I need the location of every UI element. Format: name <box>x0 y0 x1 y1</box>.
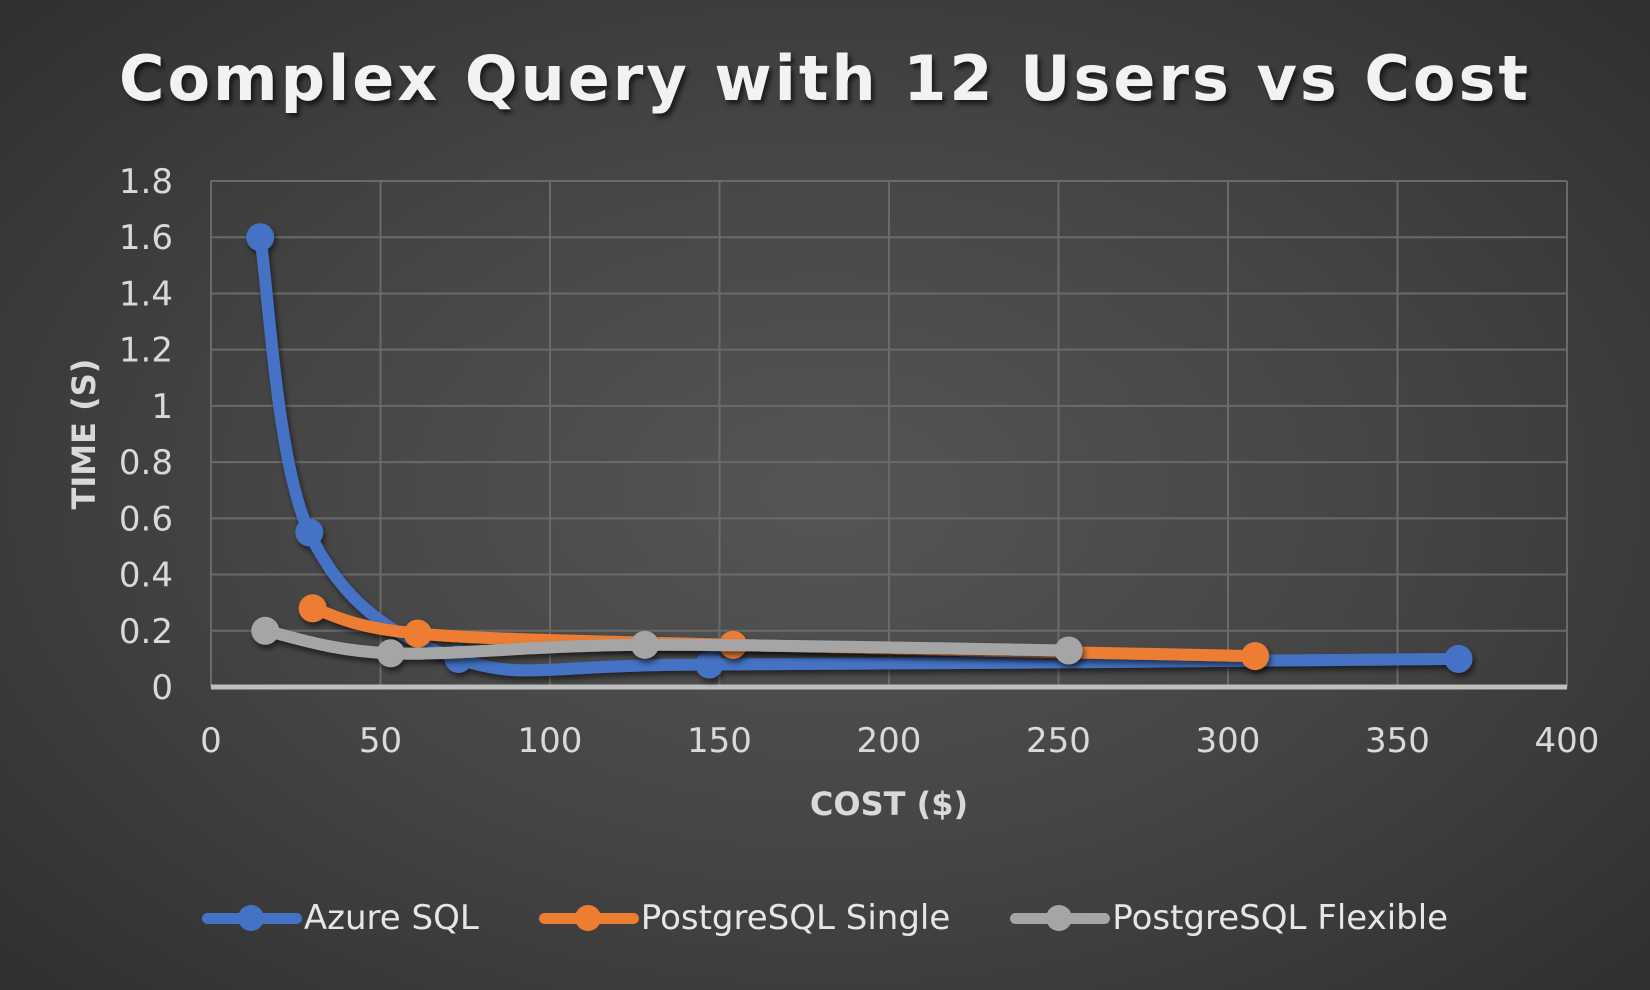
data-point-marker[interactable] <box>295 518 324 547</box>
data-point-marker[interactable] <box>695 650 724 679</box>
series-azure-sql[interactable] <box>246 223 1473 679</box>
y-tick-label: 1.2 <box>119 331 173 371</box>
legend-item-postgresql-flexible[interactable]: PostgreSQL Flexible <box>1010 898 1448 938</box>
data-point-marker[interactable] <box>403 619 432 648</box>
data-point-marker[interactable] <box>1054 636 1083 665</box>
legend-item-azure-sql[interactable]: Azure SQL <box>201 898 479 938</box>
data-series <box>246 223 1473 679</box>
y-tick-label: 0 <box>151 668 173 708</box>
y-axis-label: TIME (S) <box>65 359 103 510</box>
data-point-marker[interactable] <box>630 630 659 659</box>
x-tick-label: 350 <box>1365 721 1430 761</box>
legend-label: PostgreSQL Flexible <box>1112 898 1449 938</box>
chart-title: Complex Query with 12 Users vs Cost <box>118 42 1532 115</box>
data-point-marker[interactable] <box>298 594 327 623</box>
series-postgresql-flexible[interactable] <box>251 616 1083 668</box>
y-tick-label: 1.4 <box>119 274 173 314</box>
legend: Azure SQL PostgreSQL Single PostgreSQL F… <box>0 898 1650 938</box>
y-tick-label: 0.8 <box>119 443 173 483</box>
x-axis-label: COST ($) <box>810 785 968 823</box>
x-tick-label: 250 <box>1026 721 1091 761</box>
line-marker-icon <box>538 898 639 938</box>
x-tick-label: 400 <box>1535 721 1600 761</box>
y-tick-label: 1 <box>151 387 173 427</box>
x-tick-label: 100 <box>518 721 583 761</box>
legend-label: Azure SQL <box>303 898 479 938</box>
data-point-marker[interactable] <box>376 639 405 668</box>
y-tick-label: 0.6 <box>119 499 173 539</box>
x-tick-label: 50 <box>359 721 402 761</box>
y-tick-label: 0.4 <box>119 556 173 596</box>
gridlines: 0 0.2 0.4 0.6 0.8 1 1.2 1.4 1.6 1.8 0 50 100 150 200 25… <box>119 162 1600 761</box>
x-tick-label: 300 <box>1196 721 1261 761</box>
data-point-marker[interactable] <box>246 223 275 252</box>
legend-item-postgresql-single[interactable]: PostgreSQL Single <box>538 898 951 938</box>
data-point-marker[interactable] <box>1444 644 1473 673</box>
y-tick-label: 1.6 <box>119 218 173 258</box>
y-tick-label: 1.8 <box>119 162 173 202</box>
x-tick-label: 200 <box>857 721 922 761</box>
data-point-marker[interactable] <box>251 616 280 645</box>
x-tick-label: 0 <box>200 721 222 761</box>
x-tick-label: 150 <box>687 721 752 761</box>
line-marker-icon <box>1010 898 1111 938</box>
line-marker-icon <box>201 898 302 938</box>
data-point-marker[interactable] <box>1241 642 1270 671</box>
y-tick-label: 0.2 <box>119 612 173 652</box>
legend-label: PostgreSQL Single <box>640 898 951 938</box>
